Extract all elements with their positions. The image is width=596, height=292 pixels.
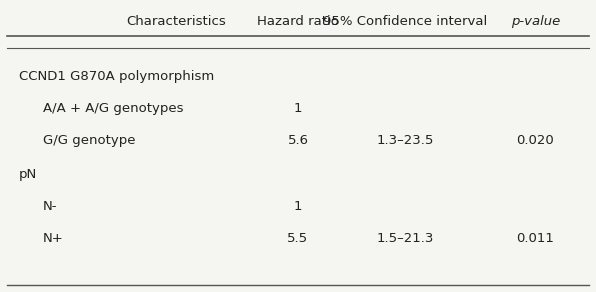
Text: A/A + A/G genotypes: A/A + A/G genotypes <box>43 102 184 115</box>
Text: p-value: p-value <box>511 15 560 28</box>
Text: 5.5: 5.5 <box>287 232 309 245</box>
Text: 1.3–23.5: 1.3–23.5 <box>376 134 433 147</box>
Text: 0.020: 0.020 <box>516 134 554 147</box>
Text: CCND1 G870A polymorphism: CCND1 G870A polymorphism <box>19 70 215 83</box>
Text: 0.011: 0.011 <box>516 232 554 245</box>
Text: N+: N+ <box>43 232 64 245</box>
Text: 1: 1 <box>294 200 302 213</box>
Text: 1.5–21.3: 1.5–21.3 <box>376 232 433 245</box>
Text: 95% Confidence interval: 95% Confidence interval <box>322 15 487 28</box>
Text: G/G genotype: G/G genotype <box>43 134 135 147</box>
Text: 1: 1 <box>294 102 302 115</box>
Text: Hazard ratio: Hazard ratio <box>257 15 339 28</box>
Text: 5.6: 5.6 <box>287 134 309 147</box>
Text: pN: pN <box>19 168 38 181</box>
Text: N-: N- <box>43 200 57 213</box>
Text: Characteristics: Characteristics <box>126 15 226 28</box>
